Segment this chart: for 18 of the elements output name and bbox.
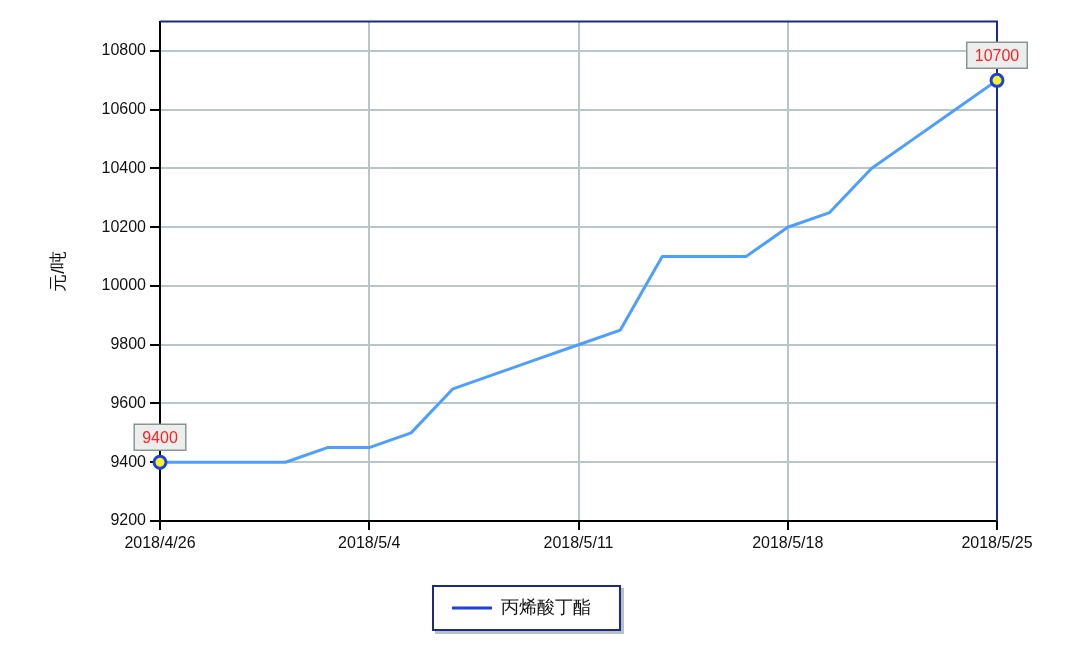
y-axis-title: 元/吨 [47,250,68,292]
y-tick-label: 10000 [101,276,147,294]
legend-label: 丙烯酸丁酯 [501,596,591,617]
x-tick-label: 2018/5/11 [543,534,614,552]
data-label: 10700 [974,46,1020,64]
y-tick-label: 9600 [110,393,147,411]
x-tick-label: 2018/5/25 [961,534,1033,552]
x-tick-label: 2018/5/4 [338,534,401,552]
data-label: 9400 [142,428,178,446]
y-tick-label: 10600 [101,100,147,118]
y-tick-label: 10200 [101,217,147,235]
y-tick-label: 9200 [110,511,147,529]
y-tick-label: 10400 [101,158,147,176]
x-tick-label: 2018/4/26 [124,534,196,552]
y-tick-label: 9400 [110,452,147,470]
y-tick-label: 10800 [101,41,147,59]
y-tick-label: 9800 [110,335,147,353]
x-tick-label: 2018/5/18 [752,534,824,552]
